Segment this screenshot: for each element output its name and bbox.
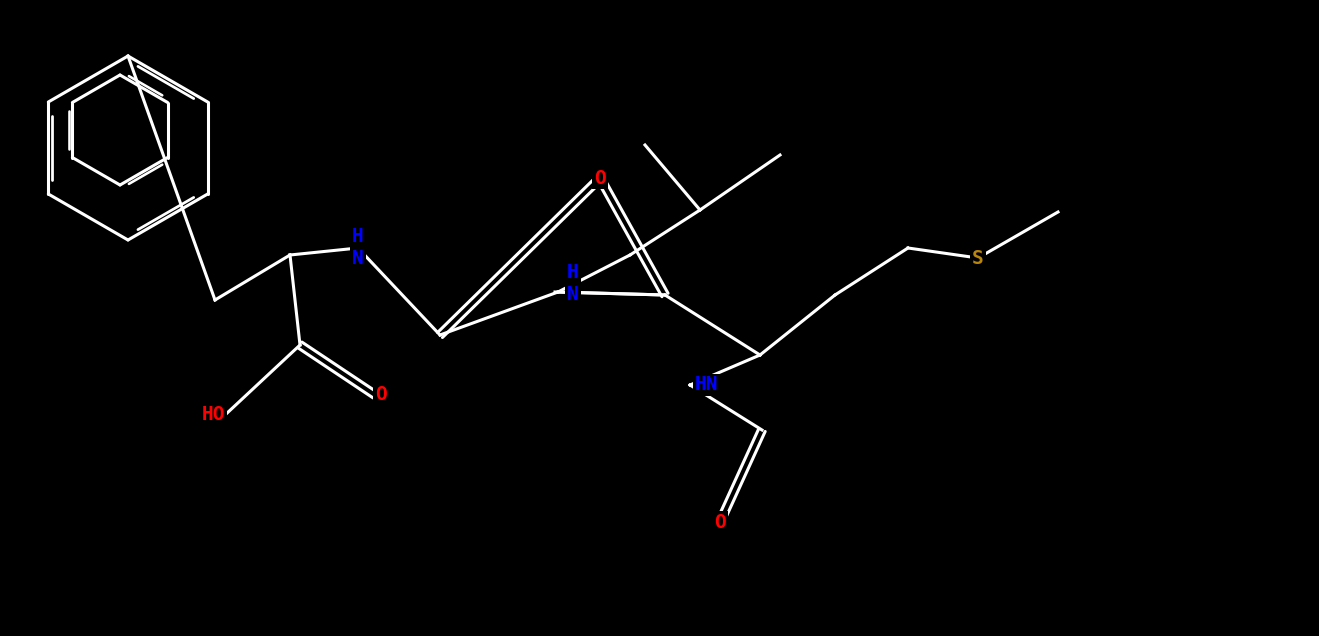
Text: S: S — [972, 249, 984, 268]
Text: O: O — [594, 169, 605, 188]
Text: H
N: H N — [352, 228, 364, 268]
Text: HO: HO — [202, 406, 226, 424]
Text: HN: HN — [695, 375, 719, 394]
Text: O: O — [375, 385, 386, 404]
Text: O: O — [714, 513, 725, 532]
Text: H
N: H N — [567, 263, 579, 305]
